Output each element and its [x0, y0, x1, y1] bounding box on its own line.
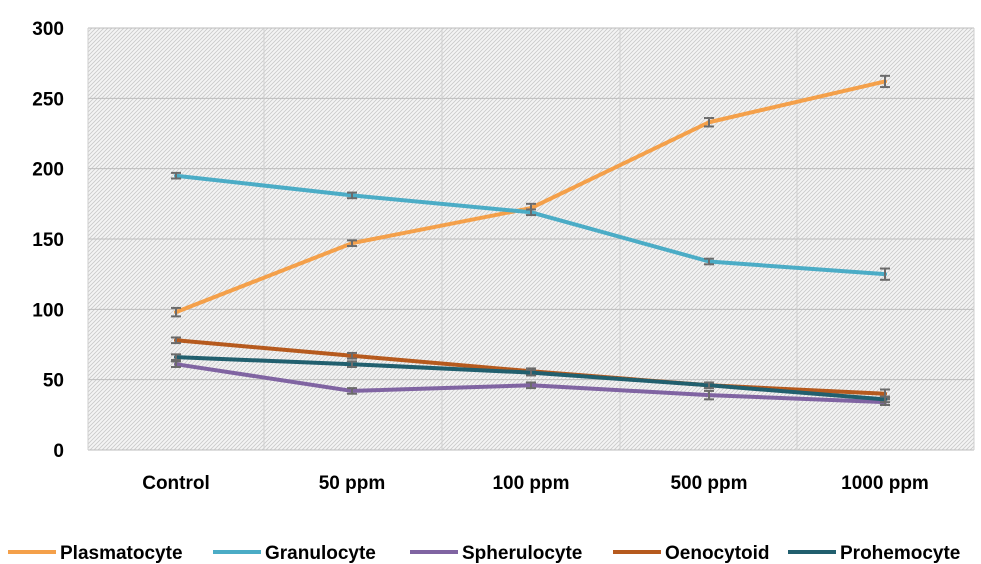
y-tick-label: 100	[32, 300, 64, 321]
x-tick-label: Control	[142, 473, 210, 494]
legend-item-granulocyte: Granulocyte	[213, 543, 376, 564]
legend-item-prohemocyte: Prohemocyte	[788, 543, 960, 564]
legend-item-plasmatocyte: Plasmatocyte	[8, 543, 183, 564]
y-tick-label: 250	[32, 89, 64, 110]
series-prohemocyte	[171, 353, 890, 404]
legend-item-oenocytoid: Oenocytoid	[613, 543, 770, 564]
x-tick-label: 50 ppm	[319, 473, 386, 494]
x-tick-labels: Control 50 ppm 100 ppm 500 ppm 1000 ppm	[142, 473, 929, 494]
y-tick-label: 300	[32, 19, 64, 40]
legend-item-spherulocyte: Spherulocyte	[410, 543, 582, 564]
x-tick-label: 100 ppm	[492, 473, 569, 494]
legend-label: Plasmatocyte	[60, 543, 183, 564]
y-tick-label: 200	[32, 160, 64, 181]
series-lines	[171, 74, 890, 406]
y-tick-labels: 0 50 100 150 200 250 300	[32, 19, 64, 462]
y-tick-label: 150	[32, 230, 64, 251]
series-granulocyte	[171, 171, 890, 281]
legend-label: Oenocytoid	[665, 543, 770, 564]
x-tick-label: 500 ppm	[670, 473, 747, 494]
series-spherulocyte	[171, 360, 890, 406]
legend-label: Spherulocyte	[462, 543, 582, 564]
y-tick-label: 50	[43, 371, 64, 392]
legend: Plasmatocyte Granulocyte Spherulocyte Oenoc…	[8, 543, 960, 564]
x-tick-label: 1000 ppm	[841, 473, 929, 494]
y-tick-label: 0	[53, 441, 64, 462]
legend-label: Prohemocyte	[840, 543, 960, 564]
legend-label: Granulocyte	[265, 543, 376, 564]
